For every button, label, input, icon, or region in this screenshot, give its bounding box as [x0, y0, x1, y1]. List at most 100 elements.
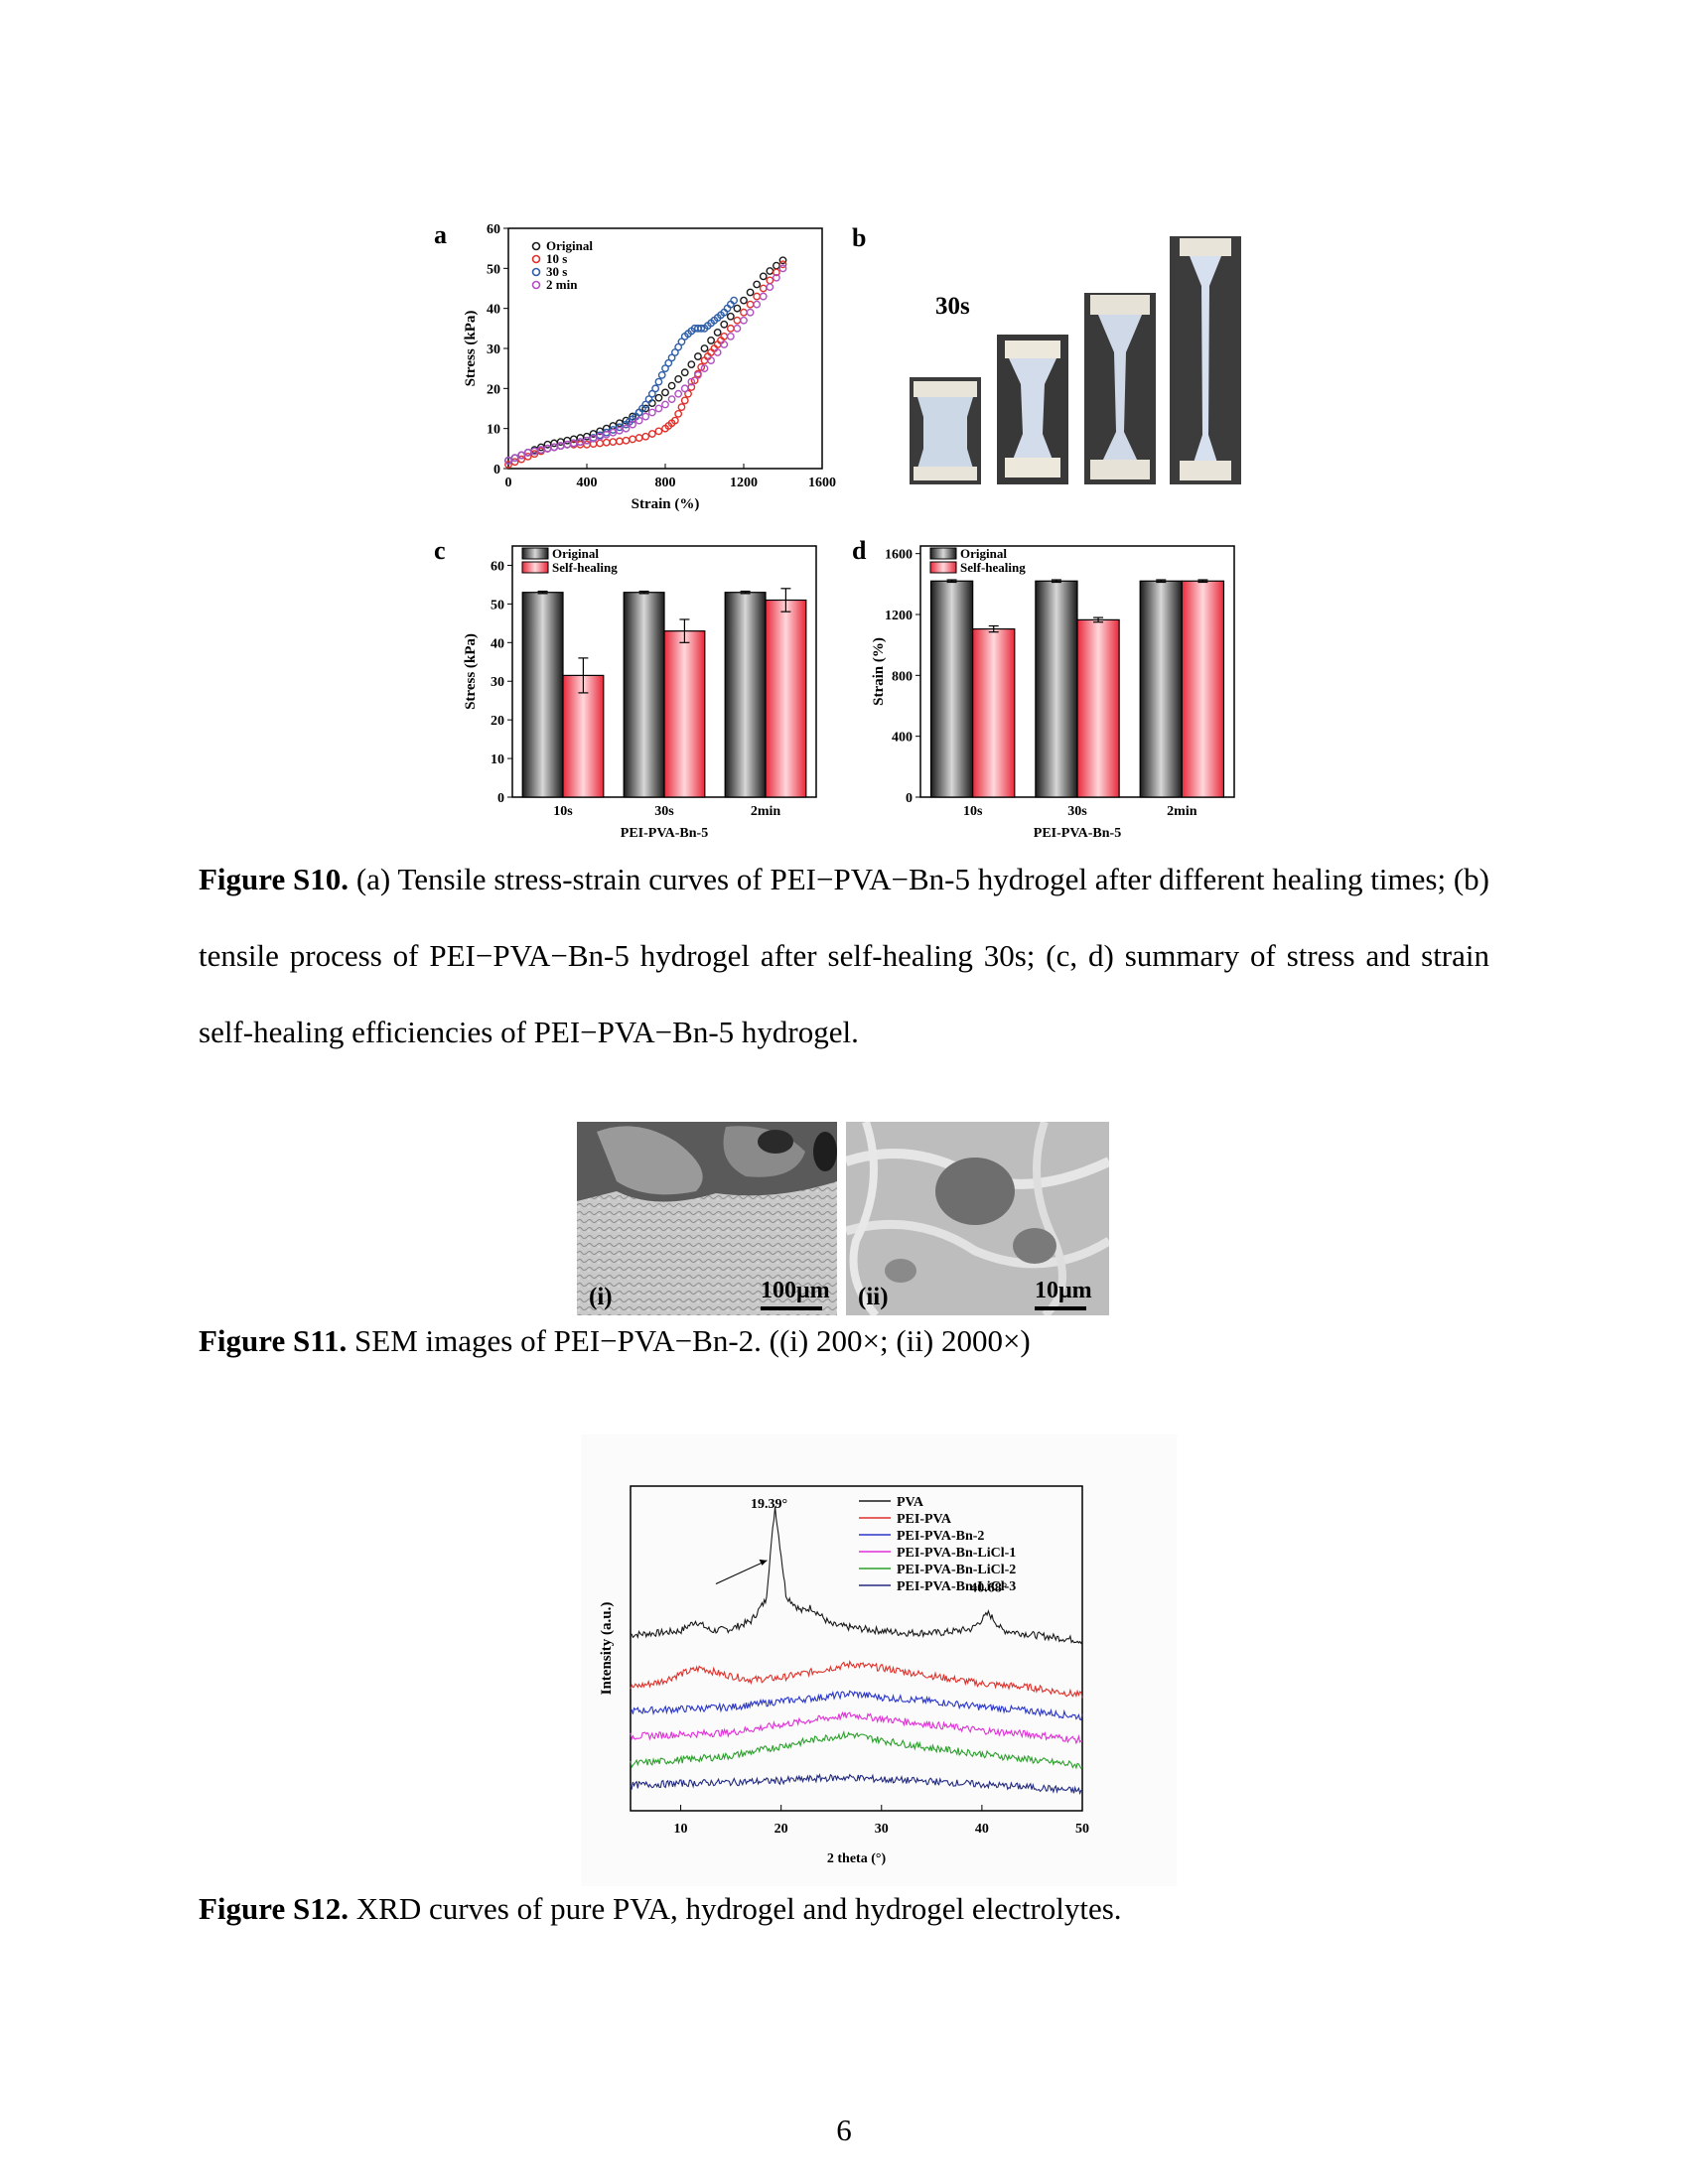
- data-point-10-s: [677, 403, 686, 412]
- tensile-photo-3: [1084, 293, 1156, 484]
- data-point-10-s: [740, 308, 748, 317]
- x-tick-label: 1200: [730, 476, 758, 490]
- data-point-2-min: [602, 430, 611, 439]
- data-point-original: [759, 272, 768, 281]
- data-point-10-s: [746, 300, 755, 309]
- data-point-original: [641, 404, 650, 413]
- data-point-original: [726, 312, 735, 321]
- data-point-30-s: [674, 342, 683, 351]
- data-point-2-min: [563, 440, 572, 449]
- x-tick-label: 20: [774, 1822, 788, 1837]
- chart-background: [581, 1434, 1177, 1886]
- legend-label: 30 s: [546, 264, 567, 279]
- figure-s10-caption-text: (a) Tensile stress-strain curves of PEI−…: [199, 862, 1489, 1049]
- legend-label: PVA: [897, 1495, 924, 1510]
- data-point-10-s: [616, 437, 624, 446]
- data-point-2-min: [543, 444, 552, 453]
- data-point-30-s: [677, 338, 686, 346]
- legend-swatch: [929, 561, 957, 574]
- tensile-photo-4: [1170, 236, 1241, 484]
- legend-label: Original: [552, 546, 599, 561]
- data-point-2-min: [634, 416, 643, 425]
- bar-self-healing: [562, 674, 605, 798]
- data-point-original: [740, 296, 748, 305]
- y-tick-label: 800: [892, 669, 913, 684]
- data-point-30-s: [641, 400, 650, 409]
- legend-label: Self-healing: [552, 560, 618, 575]
- sem-scale-text-ii: 10μm: [1035, 1278, 1092, 1303]
- panel-label-b: b: [852, 223, 867, 252]
- data-point-2-min: [667, 395, 676, 403]
- legend-marker: [531, 280, 541, 290]
- peak-annotation: 19.39°: [751, 1497, 787, 1512]
- data-point-30-s: [661, 364, 669, 373]
- y-tick-label: 0: [906, 791, 913, 806]
- data-point-10-s: [609, 438, 618, 447]
- data-point-2-min: [556, 442, 565, 451]
- legend-swatch: [521, 561, 549, 574]
- y-tick-label: 30: [487, 342, 500, 357]
- data-point-10-s: [670, 416, 679, 425]
- xrd-line-pei-pva-bn-licl-1: [630, 1710, 1082, 1745]
- figure-s10-caption-label: Figure S10.: [199, 862, 350, 896]
- panel-label-d: d: [852, 536, 867, 565]
- bar-self-healing: [663, 630, 706, 798]
- data-point-original: [694, 352, 702, 360]
- bar-self-healing: [765, 599, 807, 798]
- x-axis-label: PEI-PVA-Bn-5: [1034, 826, 1121, 841]
- data-point-10-s: [647, 430, 656, 438]
- sem-label-i: (i): [589, 1284, 613, 1310]
- x-tick-label: 30s: [654, 804, 674, 819]
- x-axis-label: Strain (%): [632, 496, 700, 512]
- data-point-2-min: [773, 273, 780, 282]
- x-tick-label: 40: [975, 1822, 989, 1837]
- data-point-30-s: [644, 395, 653, 403]
- data-point-original: [713, 328, 722, 337]
- figure-s12-caption-label: Figure S12.: [199, 1891, 349, 1926]
- data-point-original: [773, 261, 780, 270]
- legend-label: 2 min: [546, 277, 578, 292]
- data-point-original: [766, 267, 774, 275]
- legend-swatch: [521, 547, 549, 560]
- data-point-2-min: [720, 341, 729, 348]
- y-tick-label: 10: [487, 423, 500, 438]
- bar-original: [1035, 580, 1078, 798]
- data-point-2-min: [641, 412, 650, 421]
- data-point-2-min: [733, 324, 742, 333]
- data-point-2-min: [654, 404, 663, 413]
- peak-arrow-head: [759, 1559, 768, 1566]
- sem-scale-text-i: 100μm: [761, 1278, 830, 1303]
- chart-stress-bars: 0 10 20 30 40 50 60 10s 30s 2min OriginalSelf-heal…: [463, 545, 817, 841]
- data-point-10-s: [602, 438, 611, 447]
- y-tick-label: 30: [491, 675, 504, 690]
- data-point-10-s: [596, 439, 605, 448]
- sem-scale-bar-i: [761, 1306, 822, 1310]
- data-point-2-min: [661, 400, 669, 409]
- data-point-30-s: [664, 358, 673, 367]
- tensile-photo-1: [910, 377, 981, 484]
- data-point-original: [654, 393, 663, 402]
- data-point-10-s: [753, 292, 762, 301]
- x-tick-label: 2min: [751, 804, 781, 819]
- data-point-original: [661, 388, 669, 397]
- xrd-line-pei-pva-bn-licl-2: [630, 1729, 1083, 1770]
- y-tick-label: 0: [493, 463, 500, 478]
- x-tick-label: 2min: [1167, 804, 1197, 819]
- y-tick-label: 40: [487, 303, 500, 318]
- bar-original: [521, 592, 564, 798]
- data-point-30-s: [730, 296, 739, 305]
- data-point-2-min: [707, 356, 715, 365]
- data-point-10-s: [622, 436, 631, 445]
- y-axis-label: Stress (kPa): [463, 633, 479, 710]
- data-point-2-min: [778, 264, 787, 273]
- chart-stress-strain: 0 400 800 1200 1600 0 10 20 30 40 50 60 Strain (%) St…: [463, 222, 836, 512]
- bar-original: [929, 580, 974, 798]
- x-tick-label: 10s: [553, 804, 573, 819]
- data-point-2-min: [687, 377, 696, 386]
- figure-s11-caption-text: SEM images of PEI−PVA−Bn-2. ((i) 200×; (…: [347, 1323, 1031, 1358]
- xrd-line-pei-pva-bn-licl-3: [630, 1773, 1082, 1796]
- data-point-original: [629, 412, 636, 421]
- data-point-2-min: [583, 436, 591, 445]
- data-point-2-min: [766, 283, 774, 292]
- page-number: 6: [836, 2113, 852, 2147]
